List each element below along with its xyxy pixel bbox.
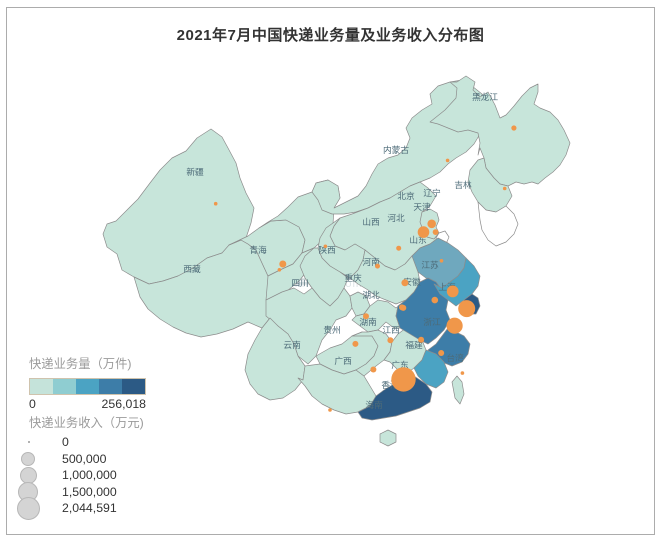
svg-text:陕西: 陕西: [318, 244, 336, 255]
svg-text:西藏: 西藏: [183, 263, 201, 274]
svg-text:吉林: 吉林: [454, 179, 472, 190]
svg-text:海南: 海南: [365, 399, 383, 410]
svg-text:江西: 江西: [382, 325, 400, 335]
svg-text:浙江: 浙江: [423, 316, 441, 327]
svg-text:青海: 青海: [249, 244, 267, 255]
svg-text:重庆: 重庆: [344, 272, 362, 283]
svg-text:天津: 天津: [413, 202, 431, 212]
svg-text:贵州: 贵州: [323, 324, 340, 335]
svg-text:内蒙古: 内蒙古: [383, 144, 409, 155]
svg-text:江苏: 江苏: [421, 259, 439, 270]
svg-text:黑龙江: 黑龙江: [472, 91, 498, 102]
svg-text:辽宁: 辽宁: [423, 187, 441, 198]
svg-text:北京: 北京: [397, 190, 415, 201]
svg-text:河北: 河北: [387, 212, 405, 223]
svg-text:四川: 四川: [291, 278, 308, 288]
svg-text:云南: 云南: [283, 339, 301, 350]
svg-text:山西: 山西: [362, 217, 380, 227]
svg-text:湖北: 湖北: [362, 290, 380, 300]
svg-text:新疆: 新疆: [186, 166, 204, 177]
svg-text:台湾: 台湾: [446, 352, 464, 363]
svg-text:广西: 广西: [334, 355, 352, 366]
